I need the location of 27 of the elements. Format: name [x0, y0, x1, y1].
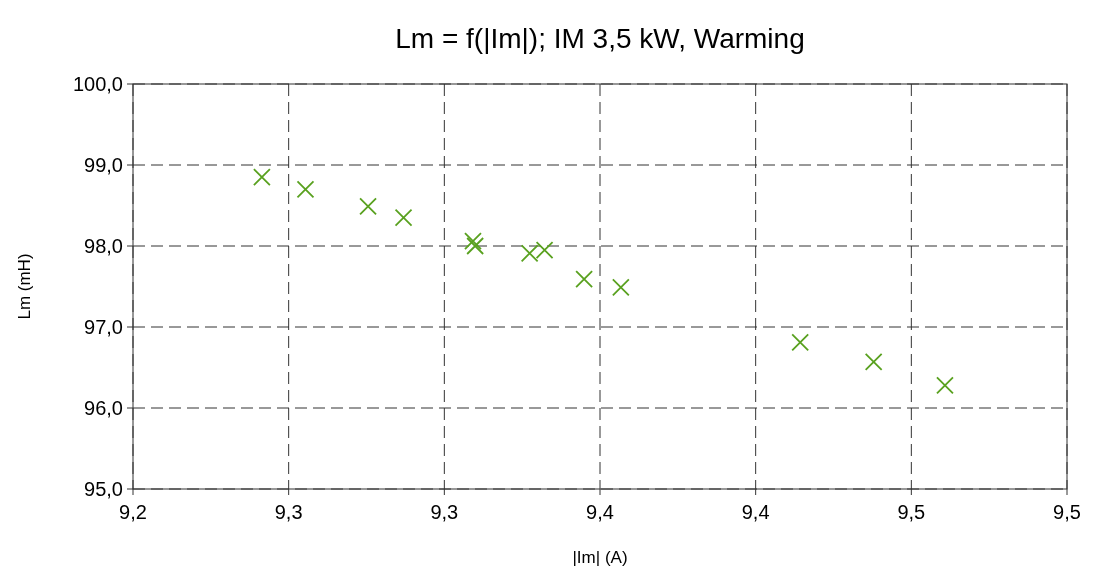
x-tick-label: 9,3 — [430, 501, 459, 523]
point — [611, 278, 630, 297]
y-tick-label: 99,0 — [84, 154, 123, 176]
point — [252, 168, 271, 187]
x-tick-label: 9,4 — [741, 501, 770, 523]
x-axis-title: |Im| (A) — [572, 548, 628, 567]
point — [394, 208, 413, 227]
y-tick-label: 98,0 — [84, 235, 123, 257]
x-tick-label: 9,4 — [586, 501, 614, 523]
y-axis-title: Lm (mH) — [15, 253, 34, 320]
y-tick-label: 97,0 — [84, 316, 123, 338]
point — [464, 232, 482, 251]
y-tick-label: 96,0 — [84, 397, 123, 419]
point — [936, 376, 954, 395]
point — [575, 270, 594, 289]
point — [466, 237, 485, 255]
point — [791, 333, 810, 352]
chart-title: Lm = f(|Im|); IM 3,5 kW, Warming — [395, 23, 805, 54]
point — [864, 352, 883, 371]
y-tick-label: 100,0 — [72, 73, 123, 95]
x-tick-label: 9,2 — [119, 501, 147, 523]
x-tick-label: 9,5 — [897, 501, 926, 523]
point — [296, 180, 315, 199]
y-tick-label: 95,0 — [84, 478, 123, 500]
x-tick-label: 9,3 — [274, 501, 303, 523]
x-tick-label: 9,5 — [1053, 501, 1081, 523]
point — [359, 197, 377, 216]
